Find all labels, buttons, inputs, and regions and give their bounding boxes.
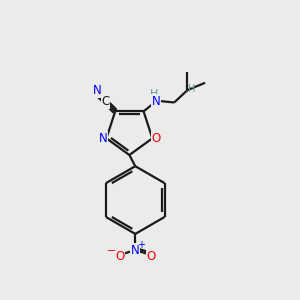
Text: O: O: [151, 132, 160, 145]
Text: C: C: [101, 95, 110, 108]
Text: O: O: [115, 250, 124, 263]
Text: O: O: [147, 250, 156, 263]
Text: N: N: [98, 132, 107, 145]
Text: N: N: [152, 94, 160, 107]
Text: N: N: [93, 84, 102, 97]
Text: +: +: [137, 240, 145, 250]
Text: H: H: [149, 89, 158, 99]
Text: −: −: [107, 246, 116, 256]
Text: N: N: [131, 244, 140, 256]
Text: H: H: [188, 84, 196, 94]
